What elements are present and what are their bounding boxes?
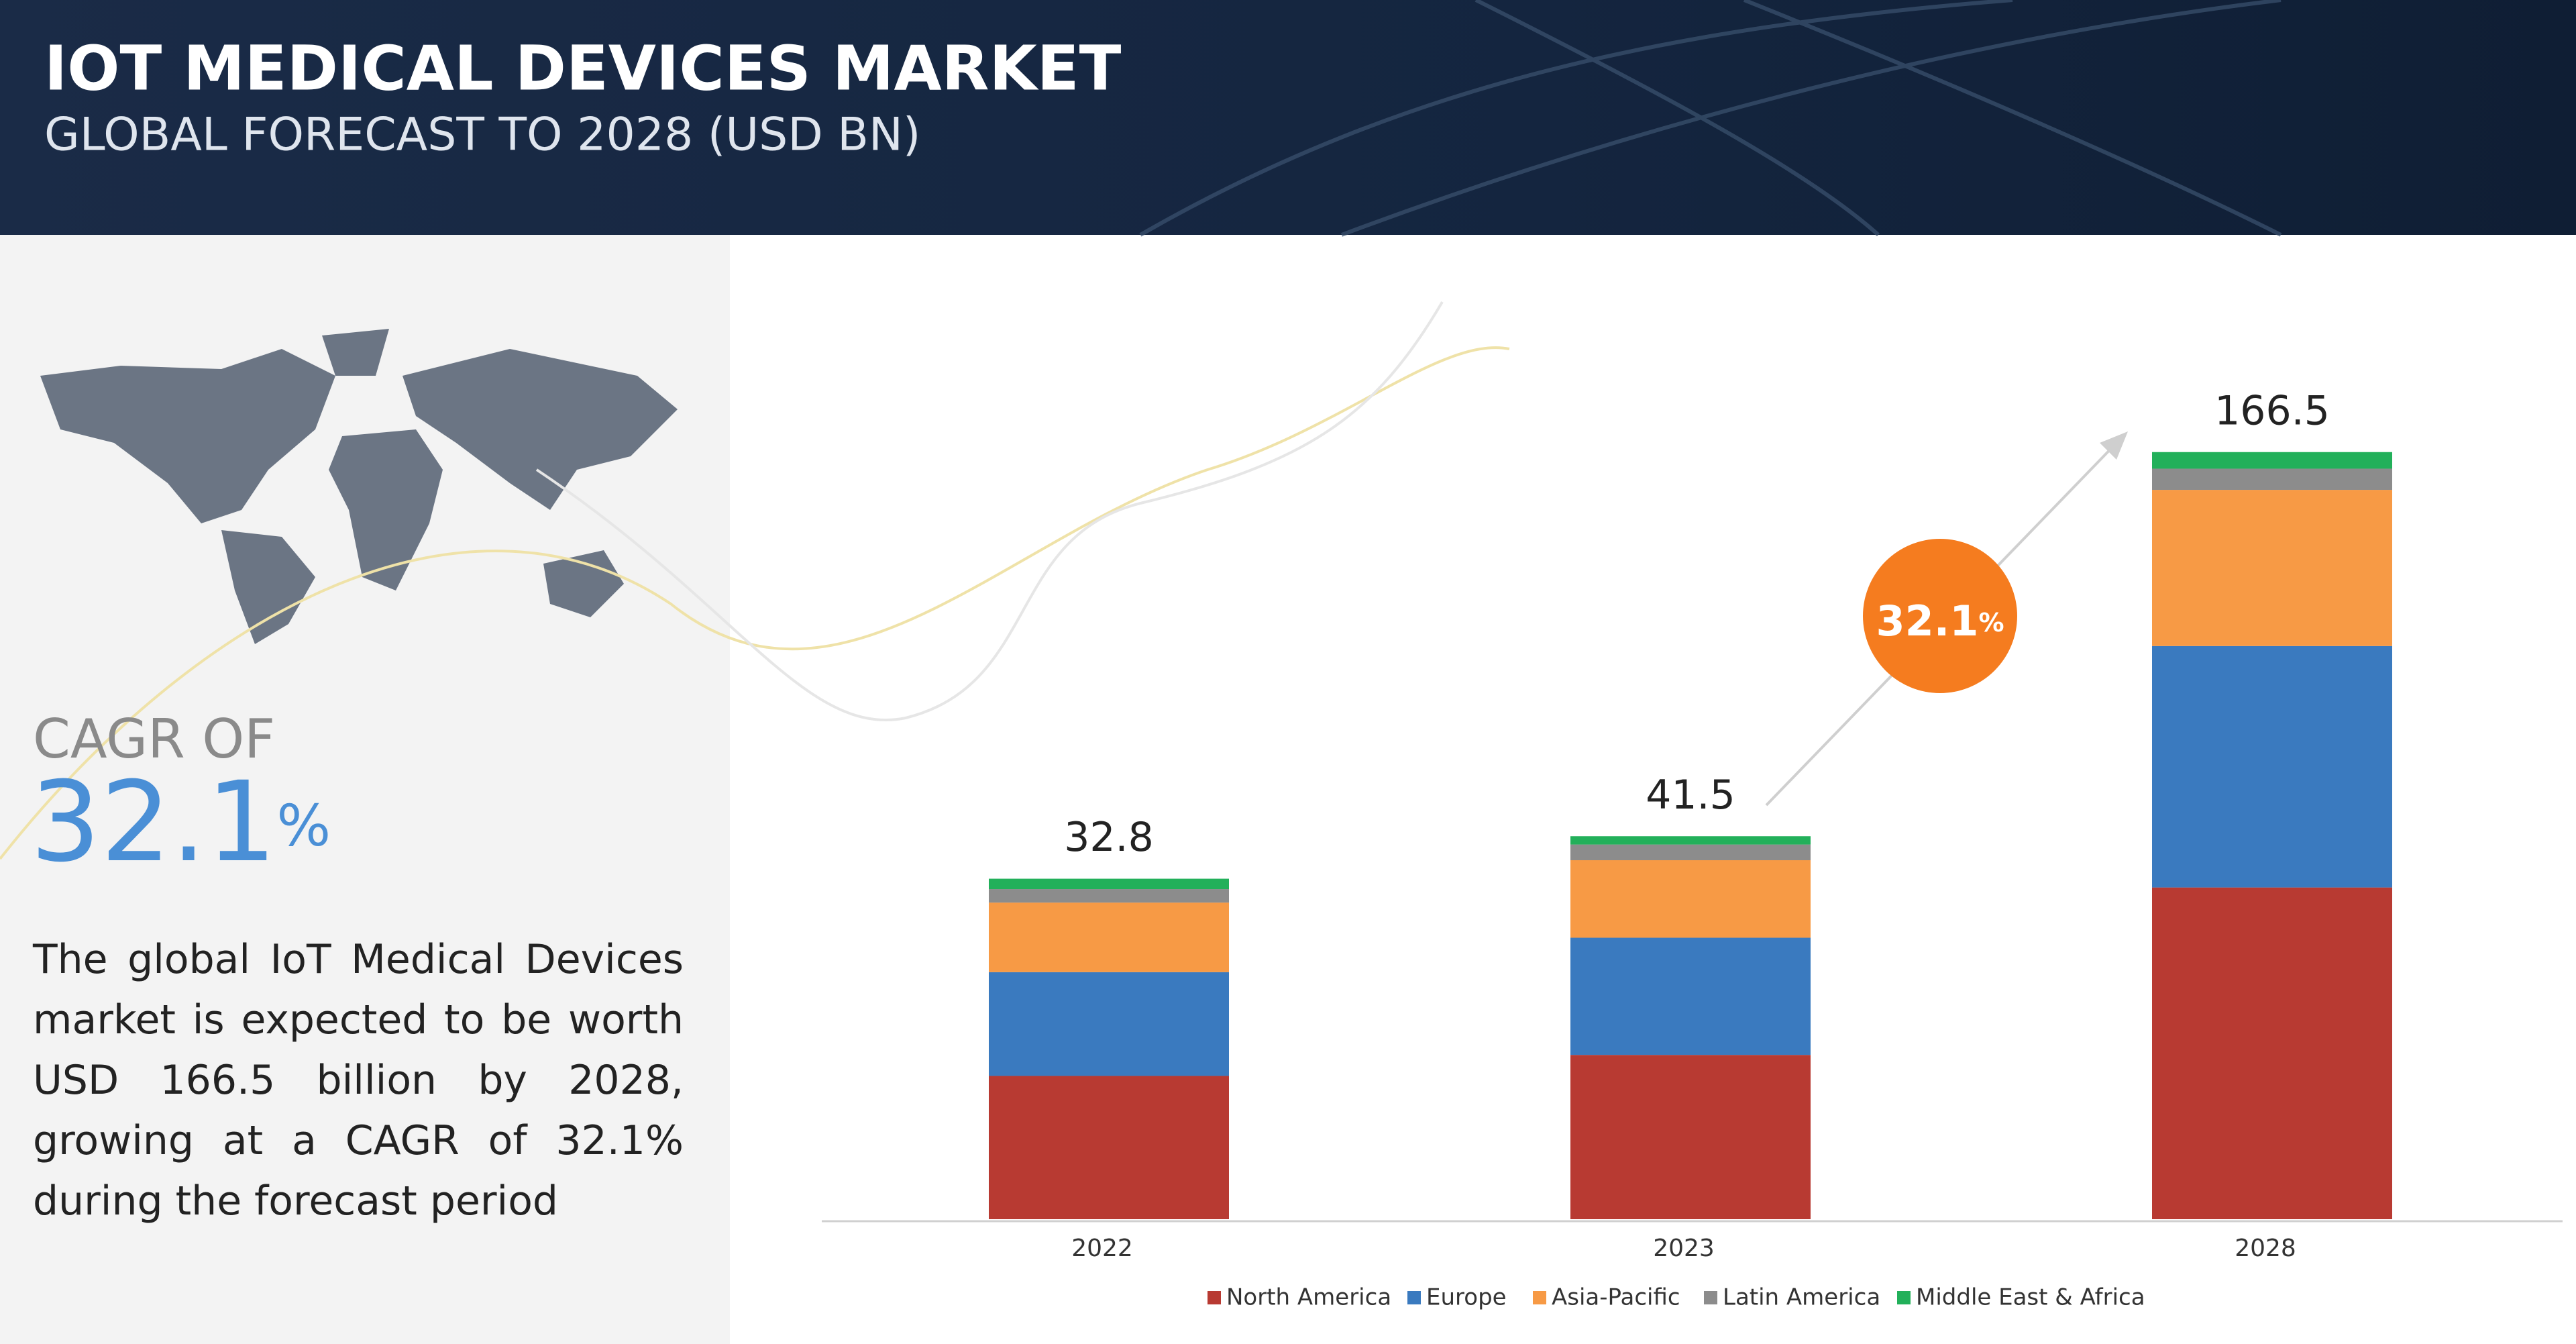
legend-swatch: [1897, 1291, 1911, 1304]
description: The global IoT Medical Devices market is…: [33, 936, 684, 1225]
x-tick-label: 2022: [1071, 1235, 1133, 1262]
cagr-figure: 32.1%: [30, 758, 331, 886]
legend-swatch: [1208, 1291, 1221, 1304]
title: IOT MEDICAL DEVICES MARKET: [44, 32, 1122, 104]
badge-value: 32.1: [1876, 597, 1978, 645]
cagr-unit: %: [276, 793, 331, 860]
legend-swatch: [1704, 1291, 1717, 1304]
bar-segment: [2152, 468, 2392, 490]
legend-label: Latin America: [1723, 1284, 1880, 1311]
legend-label: Asia-Pacific: [1552, 1284, 1680, 1311]
bar-segment: [1570, 860, 1811, 938]
bar-segment: [989, 889, 1229, 903]
decorative-curves: [0, 301, 1510, 860]
header-decoration: [1139, 0, 2282, 237]
badge-unit: %: [1978, 608, 2004, 637]
growth-arrow-head: [2100, 431, 2128, 460]
bar-segment: [989, 972, 1229, 1076]
legend-swatch: [1533, 1291, 1546, 1304]
cagr-label: CAGR OF: [33, 708, 275, 770]
bar-segment: [989, 1076, 1229, 1219]
world-map: [40, 329, 678, 644]
legend-label: Middle East & Africa: [1916, 1284, 2145, 1311]
legend-label: Europe: [1426, 1284, 1507, 1311]
bar-segment: [1570, 1055, 1811, 1219]
bar-segment: [1570, 844, 1811, 860]
bar-segment: [1570, 836, 1811, 845]
bar-segment: [2152, 645, 2392, 888]
subtitle: GLOBAL FORECAST TO 2028 (USD BN): [44, 109, 920, 162]
cagr-value: 32.1: [30, 758, 276, 886]
total-label: 166.5: [2214, 387, 2330, 434]
cagr-badge-text: 32.1%: [1876, 597, 2004, 645]
total-label: 32.8: [1064, 814, 1154, 861]
bar-segment: [1570, 937, 1811, 1055]
cagr-badge: [1863, 539, 2017, 693]
bar-segment: [989, 902, 1229, 972]
legend-label: North America: [1226, 1284, 1391, 1311]
bar-segment: [2152, 490, 2392, 646]
x-tick-label: 2023: [1653, 1235, 1715, 1262]
bar-segment: [2152, 452, 2392, 469]
header-band: [0, 0, 2576, 235]
legend-swatch: [1407, 1291, 1421, 1304]
bar-segment: [989, 878, 1229, 890]
x-tick-label: 2028: [2235, 1235, 2296, 1262]
total-label: 41.5: [1646, 772, 1735, 819]
bar-segment: [2152, 887, 2392, 1219]
